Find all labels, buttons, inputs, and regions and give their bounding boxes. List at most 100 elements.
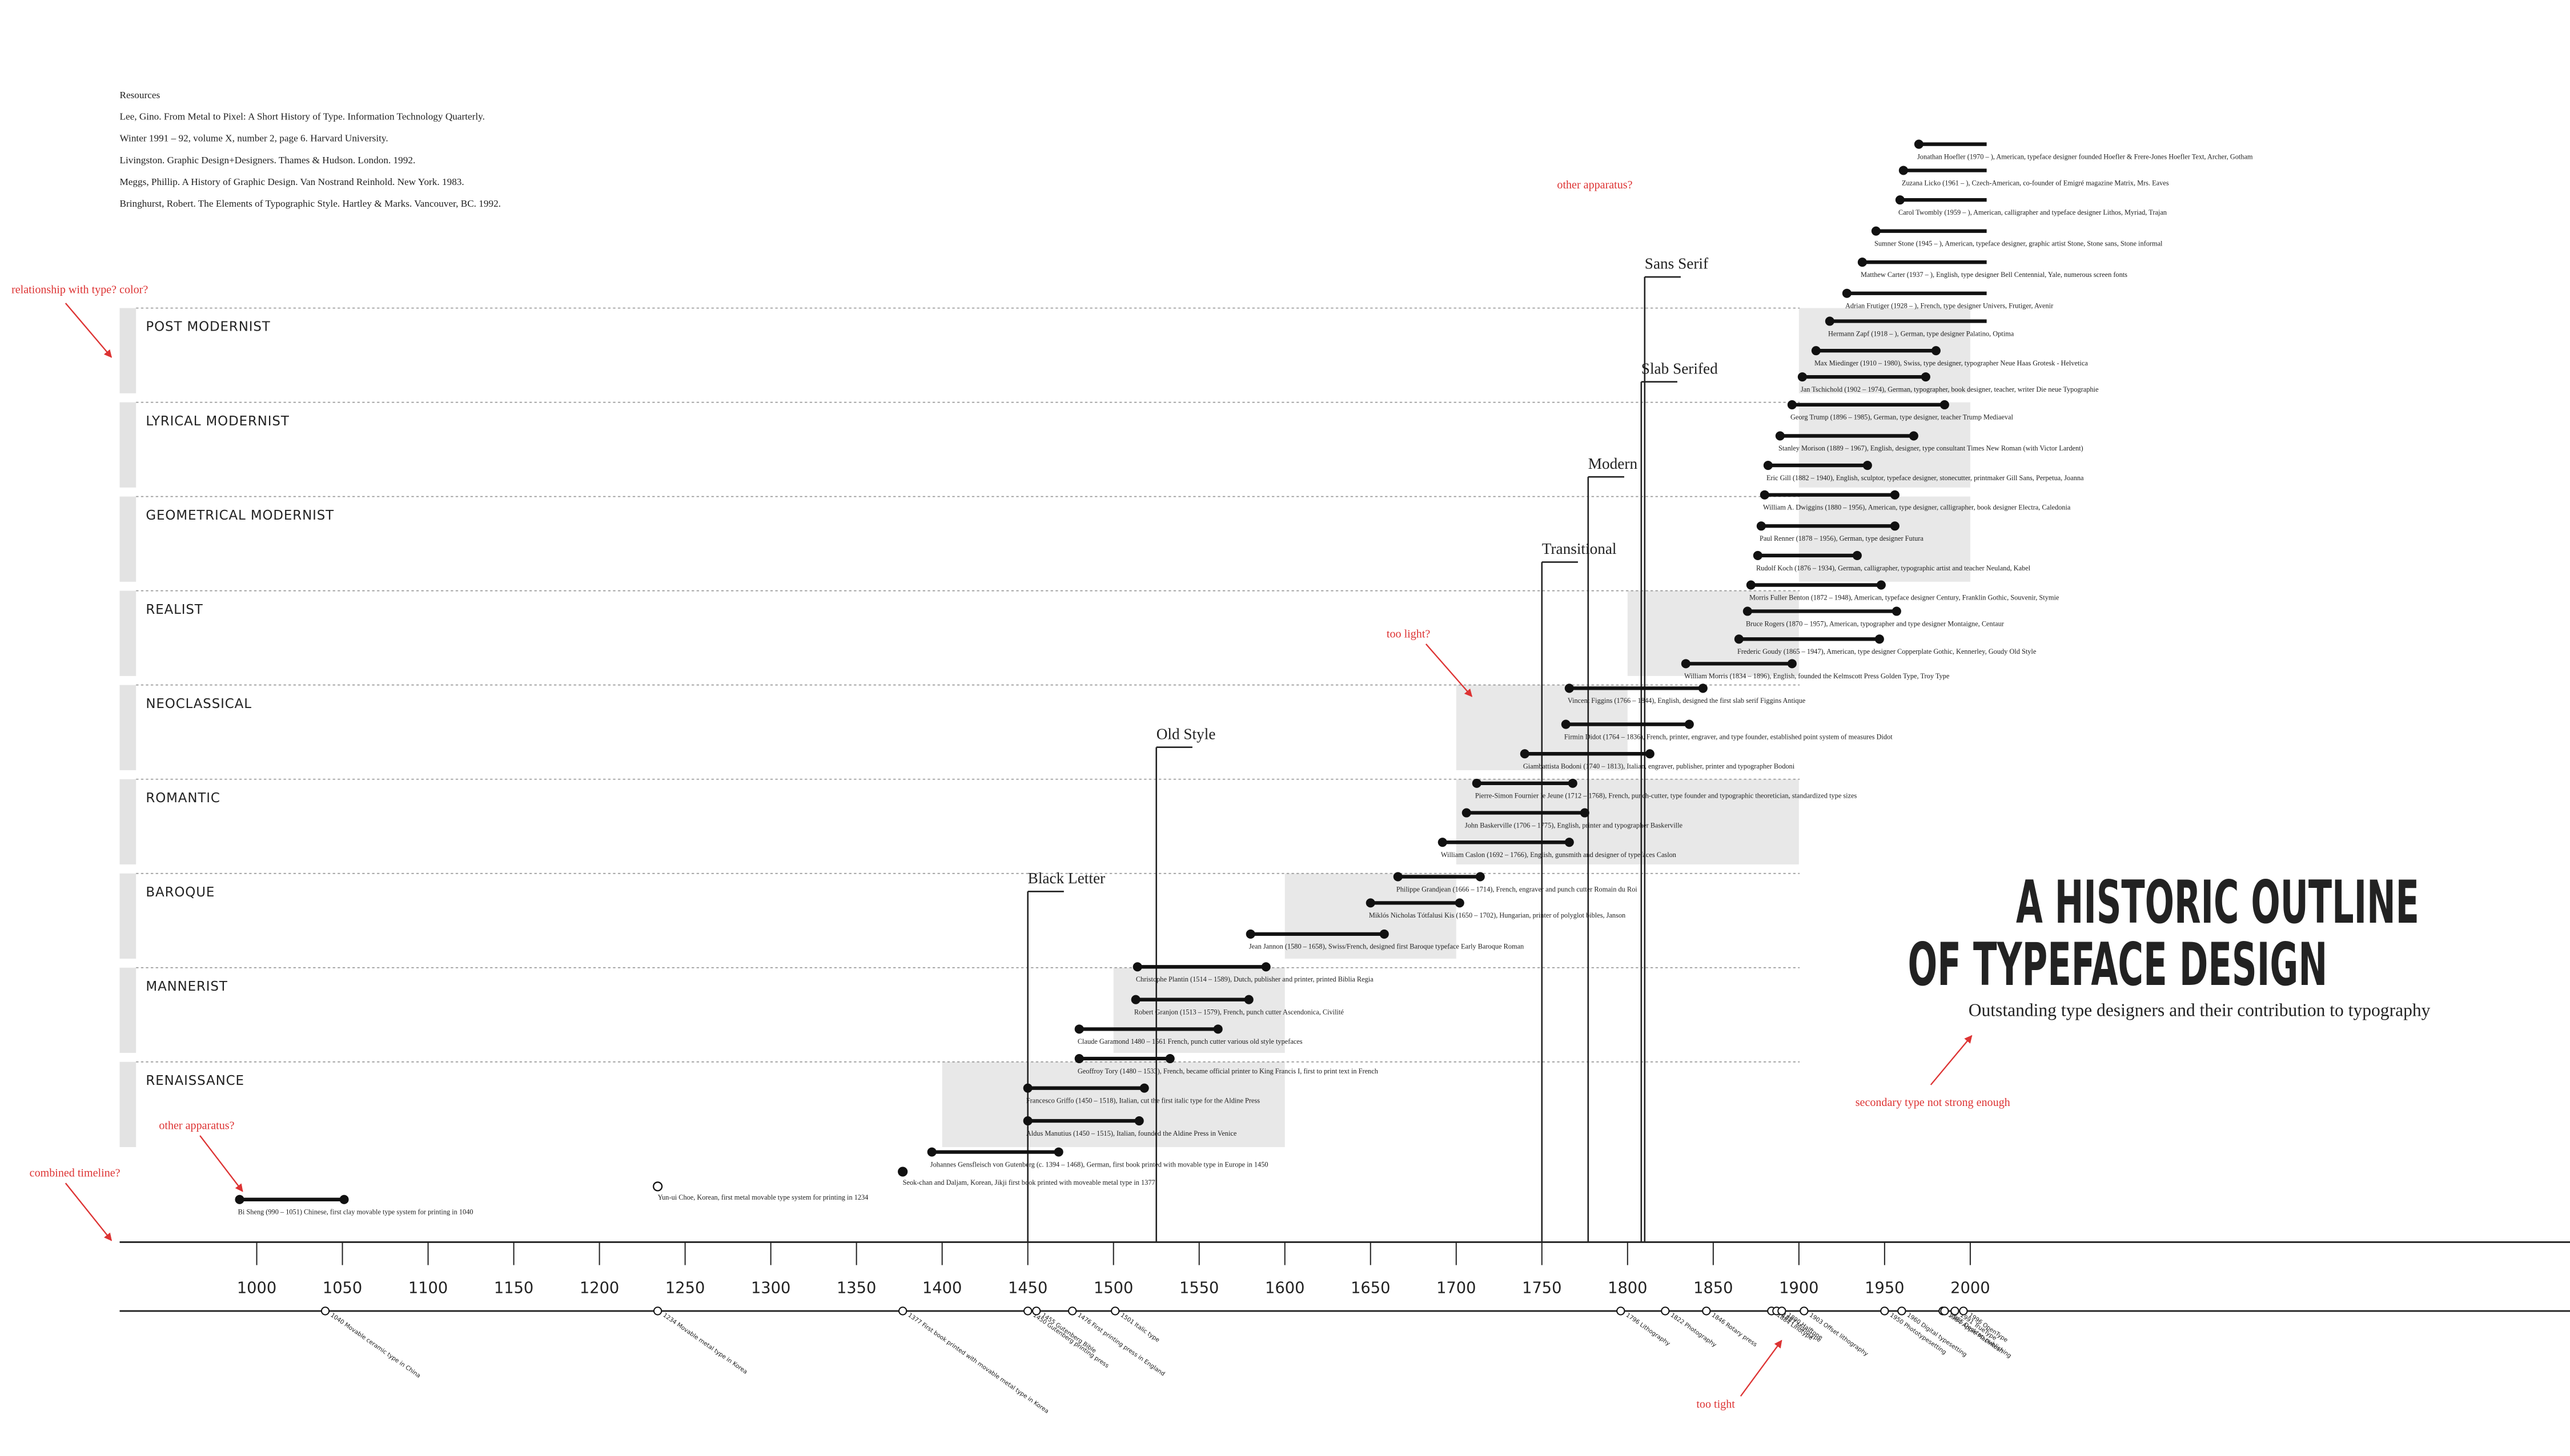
birth-dot [1753, 550, 1762, 560]
annotation: combined timeline? [30, 1167, 121, 1180]
death-dot [1244, 995, 1254, 1004]
event-marker [898, 1306, 907, 1316]
resource-item: Lee, Gino. From Metal to Pixel: A Short … [120, 111, 485, 122]
birth-dot [1895, 195, 1905, 205]
death-dot [1931, 346, 1941, 356]
annotation-arrow [1930, 1035, 1973, 1085]
event-marker [1950, 1306, 1959, 1316]
period-shade [942, 1061, 1285, 1148]
tick-label: 1950 [1865, 1279, 1904, 1297]
event-label: 1234 Movable metal type in Korea [662, 1312, 749, 1375]
style-label: Transitional [1542, 540, 1617, 557]
birth-dot [1133, 962, 1142, 972]
birth-dot [1898, 166, 1908, 175]
resource-item: Winter 1991 – 92, volume X, number 2, pa… [120, 133, 388, 144]
death-dot [1134, 1116, 1144, 1126]
tick-label: 2000 [1950, 1279, 1990, 1297]
death-dot [1564, 838, 1574, 847]
event-marker [1616, 1306, 1625, 1316]
period-label: POST MODERNIST [146, 320, 270, 335]
tick-label: 1750 [1522, 1279, 1561, 1297]
tick-label: 1850 [1693, 1279, 1733, 1297]
birth-dot [927, 1147, 937, 1157]
style-label: Sans Serif [1645, 255, 1709, 272]
event-dot [653, 1181, 663, 1192]
birth-dot [1246, 929, 1255, 939]
birth-dot [1734, 634, 1744, 644]
period-shade [1798, 496, 1970, 582]
event-marker [653, 1306, 662, 1316]
designer-label: Frederic Goudy (1865 – 1947), American, … [1737, 647, 2037, 655]
designer-label: Johannes Gensfleisch von Gutenberg (c. 1… [930, 1160, 1268, 1168]
event-marker [1032, 1306, 1041, 1316]
death-dot [1892, 606, 1901, 616]
event-marker [1023, 1306, 1033, 1316]
birth-dot [1825, 316, 1834, 326]
designer-label: Jan Tschichold (1902 – 1974), German, ty… [1801, 385, 2099, 393]
birth-dot [1437, 838, 1447, 847]
designer-label: Firmin Didot (1764 – 1836), French, prin… [1564, 733, 1893, 741]
annotation: too tight [1696, 1398, 1735, 1410]
death-dot [1852, 550, 1862, 560]
event-label: 1450 Gutenberg printing press [1032, 1312, 1110, 1369]
birth-dot [1842, 288, 1852, 298]
birth-dot [1681, 659, 1690, 669]
tick-label: 1400 [922, 1279, 962, 1297]
event-marker [1661, 1306, 1670, 1316]
death-dot [1909, 431, 1918, 441]
designer-label: Jonathan Hoefler (1970 – ), American, ty… [1917, 152, 2253, 160]
period-bar [119, 590, 136, 676]
designer-label: Yun-ui Choe, Korean, first metal movable… [658, 1193, 869, 1201]
death-dot [1379, 929, 1389, 939]
birth-dot [1074, 1053, 1084, 1064]
birth-dot [1023, 1083, 1033, 1093]
period-shade [1456, 779, 1799, 864]
resource-item: Meggs, Phillip. A History of Graphic Des… [120, 176, 464, 187]
death-dot [1213, 1024, 1223, 1034]
designer-label: William Morris (1834 – 1896), English, f… [1684, 672, 1950, 680]
birth-dot [1871, 226, 1881, 236]
event-marker [1068, 1306, 1077, 1316]
birth-dot [1561, 719, 1571, 729]
title: A HISTORIC OUTLINE [2016, 868, 2419, 937]
designer-label: Miklós Nicholas Tótfalusi Kis (1650 – 17… [1369, 911, 1625, 919]
death-dot [1787, 659, 1797, 669]
designer-label: Max Miedinger (1910 – 1980), Swiss, type… [1814, 359, 2088, 367]
event-label: 1796 Lithography [1625, 1312, 1672, 1347]
period-label: MANNERIST [146, 979, 227, 994]
death-dot [1921, 372, 1930, 382]
annotation-arrow [199, 1135, 243, 1192]
subtitle: Outstanding type designers and their con… [1969, 1000, 2431, 1020]
tick-label: 1700 [1436, 1279, 1476, 1297]
period-bar [119, 967, 136, 1053]
birth-dot [1393, 872, 1403, 882]
period-bar [119, 779, 136, 864]
death-dot [1698, 683, 1708, 693]
birth-dot [235, 1194, 244, 1204]
annotation-arrow [1740, 1340, 1782, 1397]
designer-label: Georg Trump (1896 – 1985), German, type … [1790, 413, 2014, 421]
period-label: BAROQUE [146, 885, 215, 900]
death-dot [1568, 778, 1577, 788]
period-shade [1627, 590, 1799, 676]
tick-label: 1450 [1008, 1279, 1047, 1297]
birth-dot [1811, 346, 1821, 356]
birth-dot [1461, 808, 1471, 818]
annotation: other apparatus? [1557, 179, 1632, 191]
designer-label: Bi Sheng (990 – 1051) Chinese, first cla… [238, 1208, 473, 1216]
event-marker [1702, 1306, 1711, 1316]
event-marker [1897, 1306, 1906, 1316]
birth-dot [1760, 490, 1769, 500]
designer-label: Matthew Carter (1937 – ), English, type … [1861, 271, 2127, 279]
birth-dot [1366, 898, 1375, 908]
designer-label: Rudolf Koch (1876 – 1934), German, calli… [1756, 564, 2031, 572]
death-dot [1684, 719, 1694, 729]
designer-label: Paul Renner (1878 – 1956), German, type … [1760, 534, 1924, 542]
period-shade [1798, 402, 1970, 488]
birth-dot [1074, 1024, 1084, 1034]
death-dot [339, 1194, 349, 1204]
birth-dot [1520, 749, 1529, 759]
event-marker [1880, 1306, 1889, 1316]
